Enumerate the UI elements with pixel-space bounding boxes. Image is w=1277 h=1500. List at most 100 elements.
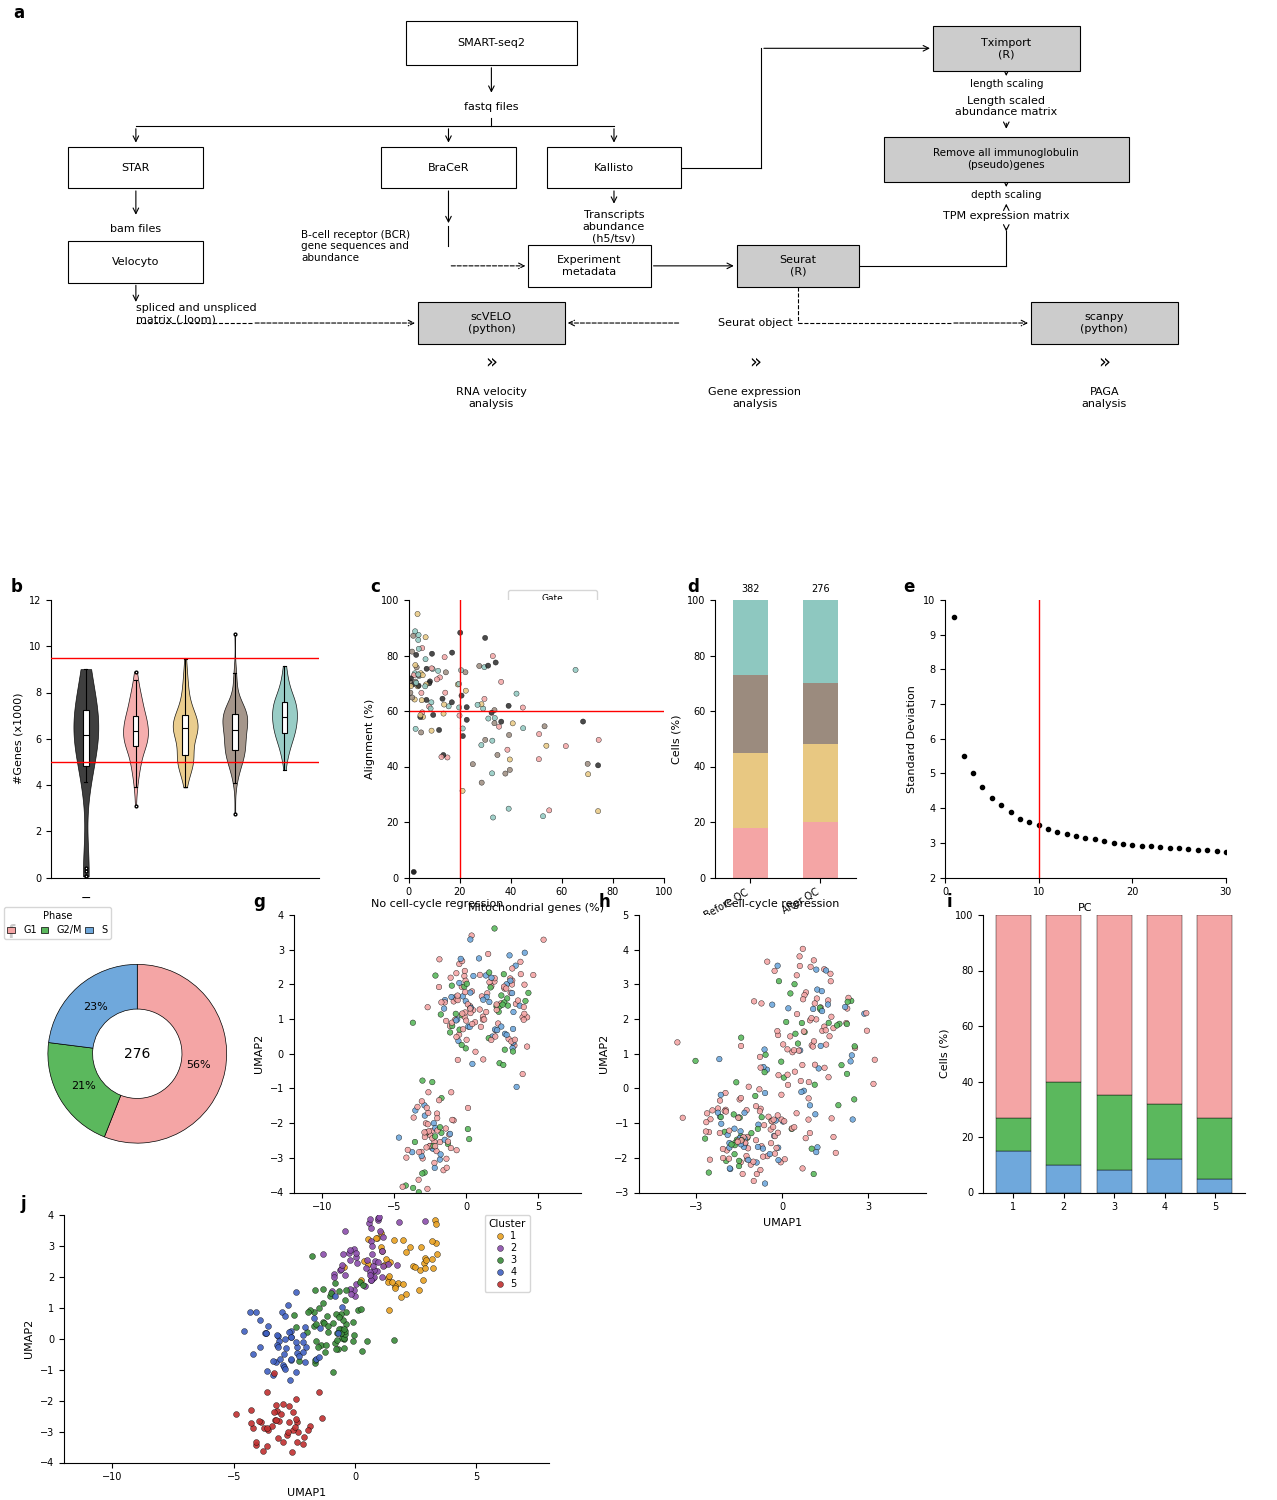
Point (439, 1122, 460, 1146)
Point (826, 1014, 847, 1038)
Point (778, 996, 798, 1020)
PathPatch shape (281, 702, 287, 734)
Point (829, 1094, 849, 1118)
Point (479, 1026, 499, 1050)
Point (587, 753, 608, 777)
Point (478, 654, 498, 678)
Point (806, 957, 826, 981)
Point (405, 652, 425, 676)
Point (686, 1048, 706, 1072)
Point (729, 1106, 750, 1130)
Point (769, 1148, 789, 1172)
Point (524, 963, 544, 987)
Point (433, 687, 453, 711)
5 (266, 1394, 286, 1417)
Point (819, 988, 839, 1012)
Point (751, 992, 771, 1016)
3 (306, 1329, 327, 1353)
2 (323, 1263, 344, 1287)
Point (447, 984, 467, 1008)
5 (294, 1425, 314, 1449)
Point (498, 1028, 518, 1051)
Bar (803, 600, 838, 684)
Y-axis label: UMAP2: UMAP2 (254, 1034, 264, 1074)
Point (737, 1125, 757, 1149)
Point (811, 996, 831, 1020)
1 (412, 1268, 433, 1292)
Point (430, 1130, 451, 1154)
Point (423, 1134, 443, 1158)
4 (266, 1350, 286, 1374)
Point (455, 958, 475, 982)
1 (368, 1226, 388, 1250)
Point (424, 1156, 444, 1180)
3 (304, 1300, 324, 1324)
Point (503, 1017, 524, 1041)
Point (460, 1000, 480, 1024)
Point (756, 1042, 776, 1066)
Point (406, 670, 427, 694)
1 (405, 1254, 425, 1278)
3 (319, 1284, 340, 1308)
2 (355, 1256, 375, 1280)
3 (323, 1311, 344, 1335)
Point (499, 723, 520, 747)
Point (433, 702, 453, 726)
1 (404, 1254, 424, 1278)
Point (494, 990, 515, 1014)
Text: Length scaled
abundance matrix: Length scaled abundance matrix (955, 96, 1057, 117)
3 (313, 1310, 333, 1334)
Point (764, 1124, 784, 1148)
Point (744, 990, 765, 1014)
Point (494, 1038, 515, 1062)
Point (423, 1137, 443, 1161)
Point (452, 1034, 472, 1058)
Bar (803, 744, 838, 822)
2 (369, 1206, 389, 1230)
2 (363, 1254, 383, 1278)
Point (421, 1119, 442, 1143)
Point (409, 1168, 429, 1192)
Point (478, 942, 498, 966)
Point (442, 1014, 462, 1038)
2 (361, 1268, 382, 1292)
Point (497, 987, 517, 1011)
Point (757, 1144, 778, 1168)
1 (373, 1254, 393, 1278)
Point (730, 1132, 751, 1156)
Point (446, 1002, 466, 1026)
Point (730, 1119, 751, 1143)
Point (444, 1008, 465, 1032)
Point (793, 1078, 813, 1102)
Point (750, 1100, 770, 1124)
Point (442, 1108, 462, 1132)
Point (789, 954, 810, 978)
Point (416, 688, 437, 712)
Text: 21%: 21% (72, 1080, 96, 1090)
5 (286, 1407, 306, 1431)
Point (416, 672, 437, 696)
Point (724, 1102, 744, 1126)
Point (424, 1150, 444, 1174)
Text: »: » (485, 352, 497, 372)
Bar (1046, 1082, 1082, 1164)
4 (255, 1322, 276, 1346)
Point (435, 1010, 456, 1034)
4 (255, 1320, 276, 1344)
Point (483, 1024, 503, 1048)
Point (411, 681, 432, 705)
Point (499, 747, 520, 771)
3 (317, 1304, 337, 1328)
4 (292, 1340, 313, 1364)
Point (442, 640, 462, 664)
Point (730, 1125, 751, 1149)
Point (464, 964, 484, 988)
2 (345, 1240, 365, 1264)
Y-axis label: Alignment (%): Alignment (%) (365, 699, 375, 778)
Point (766, 1136, 787, 1160)
Point (713, 1137, 733, 1161)
Point (493, 993, 513, 1017)
Point (460, 996, 480, 1020)
Point (471, 984, 492, 1008)
1 (396, 1282, 416, 1306)
